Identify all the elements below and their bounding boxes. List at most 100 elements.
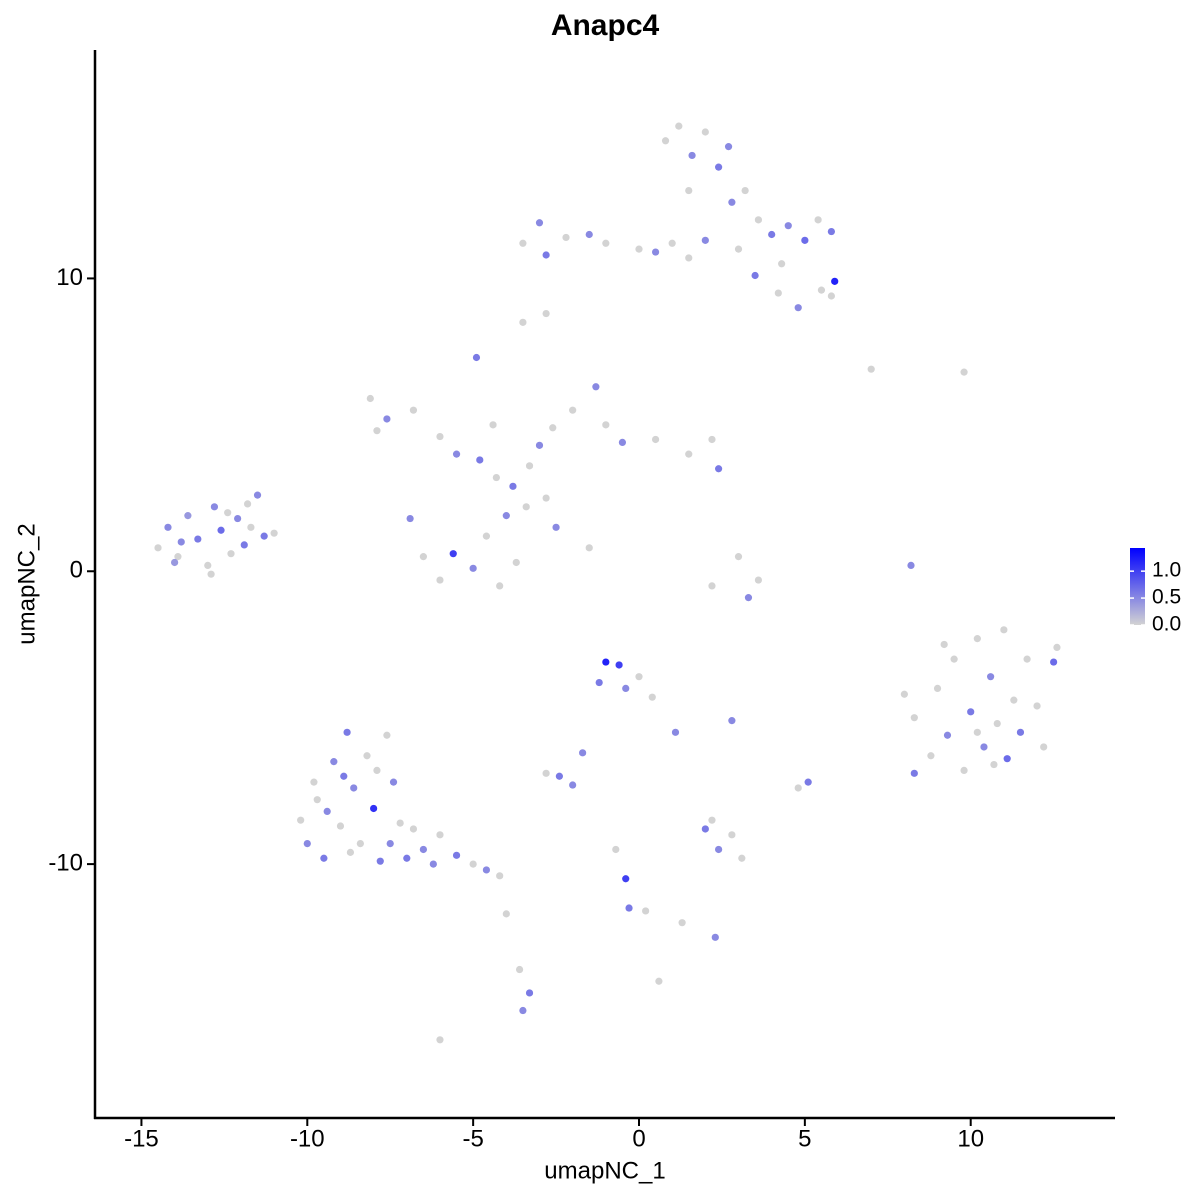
- cell-point: [502, 910, 510, 918]
- cell-point: [595, 678, 603, 687]
- cell-point: [409, 825, 418, 833]
- cell-point: [313, 796, 321, 804]
- cell-point: [715, 465, 723, 473]
- cell-point: [817, 286, 826, 294]
- cell-point: [525, 989, 534, 997]
- x-tick-label: 10: [957, 1125, 984, 1152]
- cell-point: [1003, 755, 1011, 763]
- cell-point: [436, 1036, 444, 1044]
- y-axis-label: umapNC_2: [13, 523, 40, 644]
- color-tick-label: 0.5: [1152, 586, 1181, 609]
- cell-point: [373, 427, 381, 435]
- cell-point: [489, 421, 497, 429]
- cell-point: [943, 731, 952, 739]
- cell-point: [622, 684, 630, 692]
- cell-point: [618, 438, 627, 447]
- cell-point: [194, 535, 202, 543]
- cell-point: [383, 731, 391, 739]
- cell-point: [164, 523, 172, 531]
- cell-point: [552, 523, 560, 531]
- cell-point: [363, 752, 371, 760]
- cell-point: [562, 233, 570, 242]
- cell-point: [635, 245, 643, 253]
- cell-point: [794, 784, 802, 792]
- cell-point: [940, 640, 948, 649]
- cell-point: [827, 292, 835, 300]
- cell-point: [449, 550, 457, 558]
- cell-point: [370, 804, 378, 813]
- cell-point: [171, 558, 179, 567]
- cell-point: [615, 661, 623, 669]
- cell-point: [1033, 702, 1041, 710]
- cell-point: [542, 251, 550, 259]
- cell-point: [472, 353, 481, 362]
- x-tick-label: -15: [124, 1125, 159, 1152]
- cell-point: [154, 544, 162, 552]
- y-tick-label: 10: [56, 264, 83, 291]
- cell-point: [688, 151, 696, 160]
- cell-point: [602, 658, 610, 666]
- cell-point: [701, 128, 709, 136]
- cell-point: [419, 553, 427, 561]
- cell-point: [270, 529, 278, 537]
- x-tick-label: -10: [290, 1125, 325, 1152]
- y-tick-label: -10: [48, 849, 83, 876]
- cell-point: [542, 309, 550, 318]
- cell-point: [535, 219, 544, 227]
- cell-point: [469, 564, 477, 572]
- cell-point: [436, 432, 444, 441]
- cell-point: [678, 919, 686, 927]
- cell-point: [668, 239, 676, 247]
- cell-point: [452, 450, 461, 458]
- cell-point: [794, 304, 802, 312]
- cell-point: [814, 216, 822, 224]
- cell-point: [1053, 643, 1061, 652]
- cell-point: [569, 406, 577, 414]
- cell-point: [768, 230, 776, 239]
- cell-point: [343, 728, 351, 736]
- cell-point: [373, 766, 381, 774]
- cell-point: [661, 137, 670, 145]
- x-tick-label: -5: [462, 1125, 483, 1152]
- cell-point: [635, 673, 643, 681]
- cell-point: [612, 845, 620, 854]
- cell-point: [247, 523, 255, 531]
- y-tick-label: 0: [70, 557, 83, 584]
- cell-point: [734, 245, 743, 253]
- cell-point: [492, 473, 500, 482]
- cell-point: [675, 122, 683, 130]
- cell-point: [376, 857, 384, 865]
- cell-point: [804, 778, 812, 786]
- cell-point: [910, 714, 918, 722]
- cell-point: [519, 1006, 527, 1015]
- cell-point: [409, 406, 418, 414]
- cell-point: [436, 576, 444, 584]
- cell-point: [950, 655, 958, 663]
- cell-point: [685, 254, 693, 262]
- cell-point: [204, 561, 212, 570]
- cell-point: [1010, 696, 1018, 704]
- cell-point: [330, 758, 338, 766]
- cell-point: [469, 860, 477, 868]
- cell-point: [184, 512, 192, 520]
- cell-point: [831, 277, 839, 285]
- cell-point: [519, 239, 527, 247]
- cell-point: [602, 239, 610, 247]
- x-tick-label: 5: [798, 1125, 811, 1152]
- x-axis-label: umapNC_1: [544, 1157, 665, 1184]
- cell-point: [174, 553, 182, 561]
- cell-point: [1016, 728, 1025, 736]
- cell-point: [406, 514, 414, 523]
- cell-point: [310, 778, 318, 786]
- cell-point: [960, 766, 968, 774]
- cell-point: [227, 550, 235, 558]
- cell-point: [738, 854, 746, 862]
- cell-point: [496, 872, 504, 880]
- cell-point: [452, 851, 461, 859]
- cell-point: [715, 845, 723, 854]
- cell-point: [386, 840, 394, 848]
- cell-point: [734, 553, 743, 561]
- cell-point: [482, 866, 491, 874]
- cell-point: [260, 532, 268, 540]
- cell-point: [708, 816, 716, 824]
